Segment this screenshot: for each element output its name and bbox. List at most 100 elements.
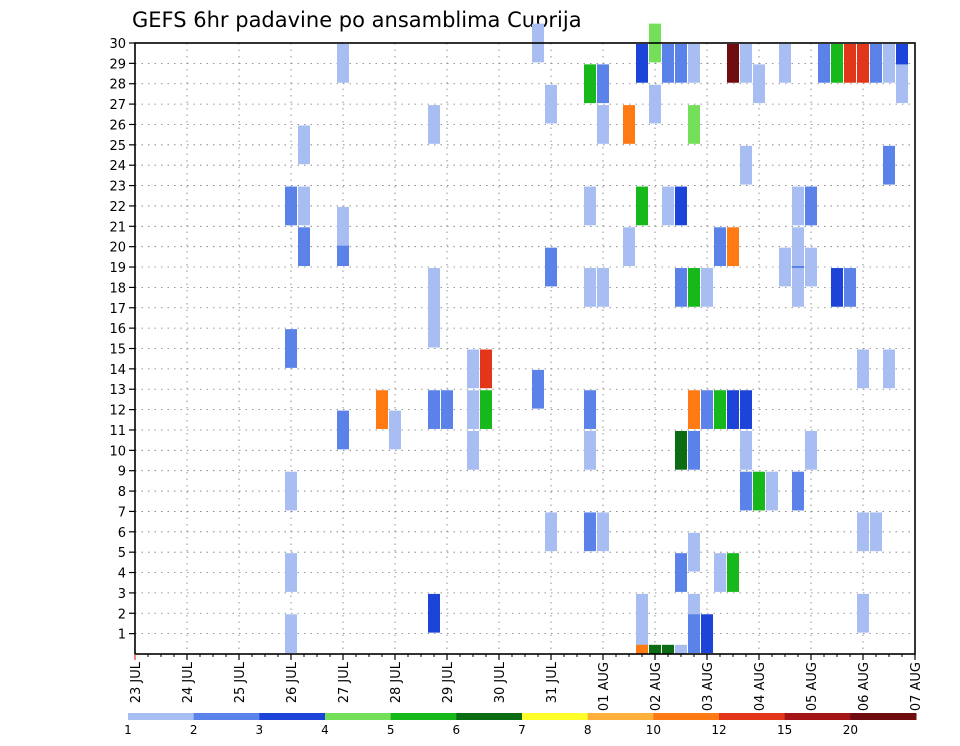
y-tick-label: 16 — [109, 322, 126, 337]
ensemble-cell — [727, 390, 739, 429]
colorbar-segment — [719, 713, 786, 720]
colorbar-label: 1 — [124, 723, 132, 737]
y-tick-label: 29 — [109, 57, 126, 72]
ensemble-cell — [623, 227, 635, 267]
y-tick-label: 9 — [118, 465, 126, 480]
ensemble-cells — [285, 23, 908, 654]
ensemble-cell — [896, 64, 908, 104]
y-tick-label: 21 — [109, 220, 126, 235]
colorbar-label: 20 — [843, 723, 858, 737]
ensemble-cell — [779, 44, 791, 83]
x-tick-label: 26 JUL — [285, 661, 300, 703]
colorbar-label: 8 — [584, 723, 592, 737]
colorbar-segment — [784, 713, 851, 720]
ensemble-cell — [844, 268, 856, 307]
x-tick-label: 03 AUG — [701, 662, 716, 711]
colorbar-label: 7 — [518, 723, 526, 737]
ensemble-cell — [675, 268, 687, 307]
y-tick-label: 8 — [118, 485, 126, 500]
ensemble-cell — [675, 44, 687, 83]
ensemble-cell — [740, 145, 752, 185]
bottom-strip-cell — [636, 644, 648, 654]
colorbar-segment — [128, 713, 195, 720]
ensemble-cell — [649, 84, 661, 124]
ensemble-cell — [584, 512, 596, 552]
ensemble-cell — [675, 186, 687, 226]
ensemble-cell — [740, 390, 752, 429]
ensemble-cell — [285, 471, 297, 511]
x-tick-label: 29 JUL — [441, 661, 456, 703]
ensemble-cell — [467, 349, 479, 389]
y-tick-label: 4 — [118, 567, 126, 582]
ensemble-cell — [740, 44, 752, 83]
ensemble-cell — [675, 553, 687, 592]
ensemble-cell — [740, 430, 752, 470]
y-tick-label: 19 — [109, 261, 126, 276]
chart-title: GEFS 6hr padavine po ansamblima Cuprija — [132, 8, 582, 32]
ensemble-cell — [844, 44, 856, 83]
ensemble-cell — [597, 512, 609, 552]
x-axis-ticks: 23 JUL 24 JUL 25 JUL 26 JUL 27 JUL 28 JUL 29 J… — [129, 654, 924, 711]
x-tick-label: 30 JUL — [493, 661, 508, 703]
bottom-strip-cell — [675, 644, 687, 654]
ensemble-cell — [467, 390, 479, 429]
y-tick-label: 27 — [109, 98, 126, 113]
x-tick-label: 23 JUL — [129, 661, 144, 703]
colorbar-segment — [653, 713, 720, 720]
ensemble-cell — [597, 268, 609, 307]
bottom-strip-cell — [649, 644, 661, 654]
ensemble-cell — [467, 430, 479, 470]
x-tick-label: 02 AUG — [649, 662, 664, 711]
x-tick-label: 05 AUG — [805, 662, 820, 711]
y-axis-ticks: 1234567891011121314151617181920212223242… — [109, 37, 135, 643]
ensemble-cell — [727, 44, 739, 83]
ensemble-cell — [870, 512, 882, 552]
ensemble-cell — [597, 105, 609, 144]
ensemble-cell — [727, 227, 739, 267]
ensemble-cell — [441, 390, 453, 429]
ensemble-cell — [662, 186, 674, 226]
ensemble-cell — [883, 145, 895, 185]
ensemble-cell — [714, 390, 726, 429]
ensemble-cell — [584, 430, 596, 470]
colorbar-label: 10 — [646, 723, 661, 737]
colorbar-segment — [259, 713, 326, 720]
ensemble-cell — [805, 186, 817, 226]
ensemble-cell — [792, 471, 804, 511]
ensemble-cell — [766, 471, 778, 511]
y-tick-label: 20 — [109, 241, 126, 256]
x-tick-label: 04 AUG — [753, 662, 768, 711]
x-tick-label: 01 AUG — [597, 662, 612, 711]
ensemble-cell — [688, 105, 700, 144]
ensemble-cell — [337, 44, 349, 83]
ensemble-cell — [298, 125, 310, 165]
colorbar: 1 2 3 4 5 6 7 8 10 12 15 20 — [124, 713, 917, 737]
ensemble-cell — [545, 84, 557, 124]
ensemble-cell — [740, 471, 752, 511]
ensemble-cell — [805, 430, 817, 470]
ensemble-cell — [285, 186, 297, 226]
y-tick-label: 26 — [109, 118, 126, 133]
ensemble-cell — [584, 390, 596, 429]
ensemble-cell — [428, 268, 440, 307]
ensemble-cell — [818, 44, 830, 83]
y-tick-label: 5 — [118, 546, 126, 561]
ensemble-cell — [584, 64, 596, 104]
ensemble-cell — [688, 268, 700, 307]
ensemble-cell — [675, 430, 687, 470]
ensemble-cell — [584, 186, 596, 226]
ensemble-cell — [428, 593, 440, 633]
ensemble-cell — [792, 227, 804, 267]
colorbar-segment — [456, 713, 523, 720]
ensemble-cell — [792, 268, 804, 307]
ensemble-cell — [688, 44, 700, 83]
ensemble-cell — [584, 268, 596, 307]
colorbar-label: 12 — [711, 723, 726, 737]
colorbar-label: 15 — [777, 723, 792, 737]
ensemble-cell — [753, 471, 765, 511]
ensemble-cell — [688, 430, 700, 470]
ensemble-cell — [883, 44, 895, 83]
y-tick-label: 28 — [109, 78, 126, 93]
ensemble-cell — [298, 186, 310, 226]
ensemble-cell — [831, 268, 843, 307]
